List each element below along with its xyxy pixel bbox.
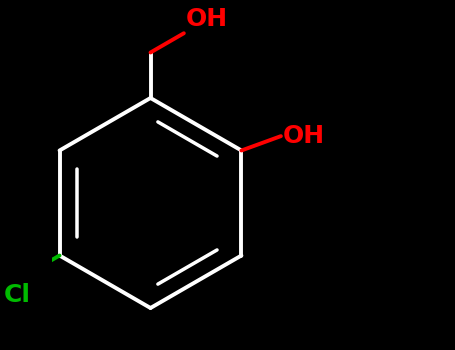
Text: Cl: Cl [4,284,30,308]
Text: OH: OH [283,124,325,148]
Text: OH: OH [186,7,228,32]
